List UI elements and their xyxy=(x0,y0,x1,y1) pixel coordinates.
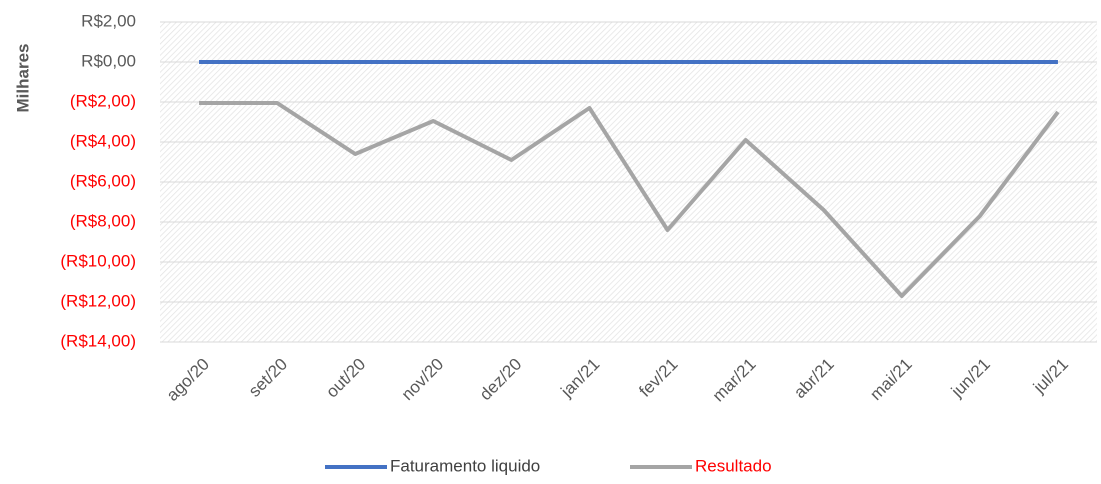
x-tick-label: out/20 xyxy=(322,355,369,402)
y-tick-label: (R$14,00) xyxy=(60,331,136,350)
y-tick-label: (R$10,00) xyxy=(60,251,136,270)
x-tick-label: abr/21 xyxy=(790,355,838,403)
x-tick-label: jan/21 xyxy=(557,355,604,402)
y-tick-label: (R$4,00) xyxy=(70,131,136,150)
y-tick-label: R$0,00 xyxy=(81,51,136,70)
y-tick-label: (R$2,00) xyxy=(70,91,136,110)
x-tick-label: mar/21 xyxy=(709,355,760,406)
x-tick-label: dez/20 xyxy=(476,355,526,405)
y-tick-label: (R$12,00) xyxy=(60,291,136,310)
x-tick-label: set/20 xyxy=(245,355,291,401)
x-tick-label: mai/21 xyxy=(866,355,916,405)
x-tick-label: nov/20 xyxy=(398,355,448,405)
legend-label: Resultado xyxy=(695,456,772,475)
y-axis-title: Milhares xyxy=(13,44,32,113)
x-tick-label: jun/21 xyxy=(947,355,994,402)
x-tick-label: fev/21 xyxy=(635,355,681,401)
y-tick-label: R$2,00 xyxy=(81,11,136,30)
x-tick-label: jul/21 xyxy=(1029,355,1072,398)
legend-label: Faturamento liquido xyxy=(390,456,540,475)
y-tick-label: (R$8,00) xyxy=(70,211,136,230)
y-tick-label: (R$6,00) xyxy=(70,171,136,190)
x-tick-label: ago/20 xyxy=(163,355,213,405)
series-line xyxy=(199,101,1060,298)
